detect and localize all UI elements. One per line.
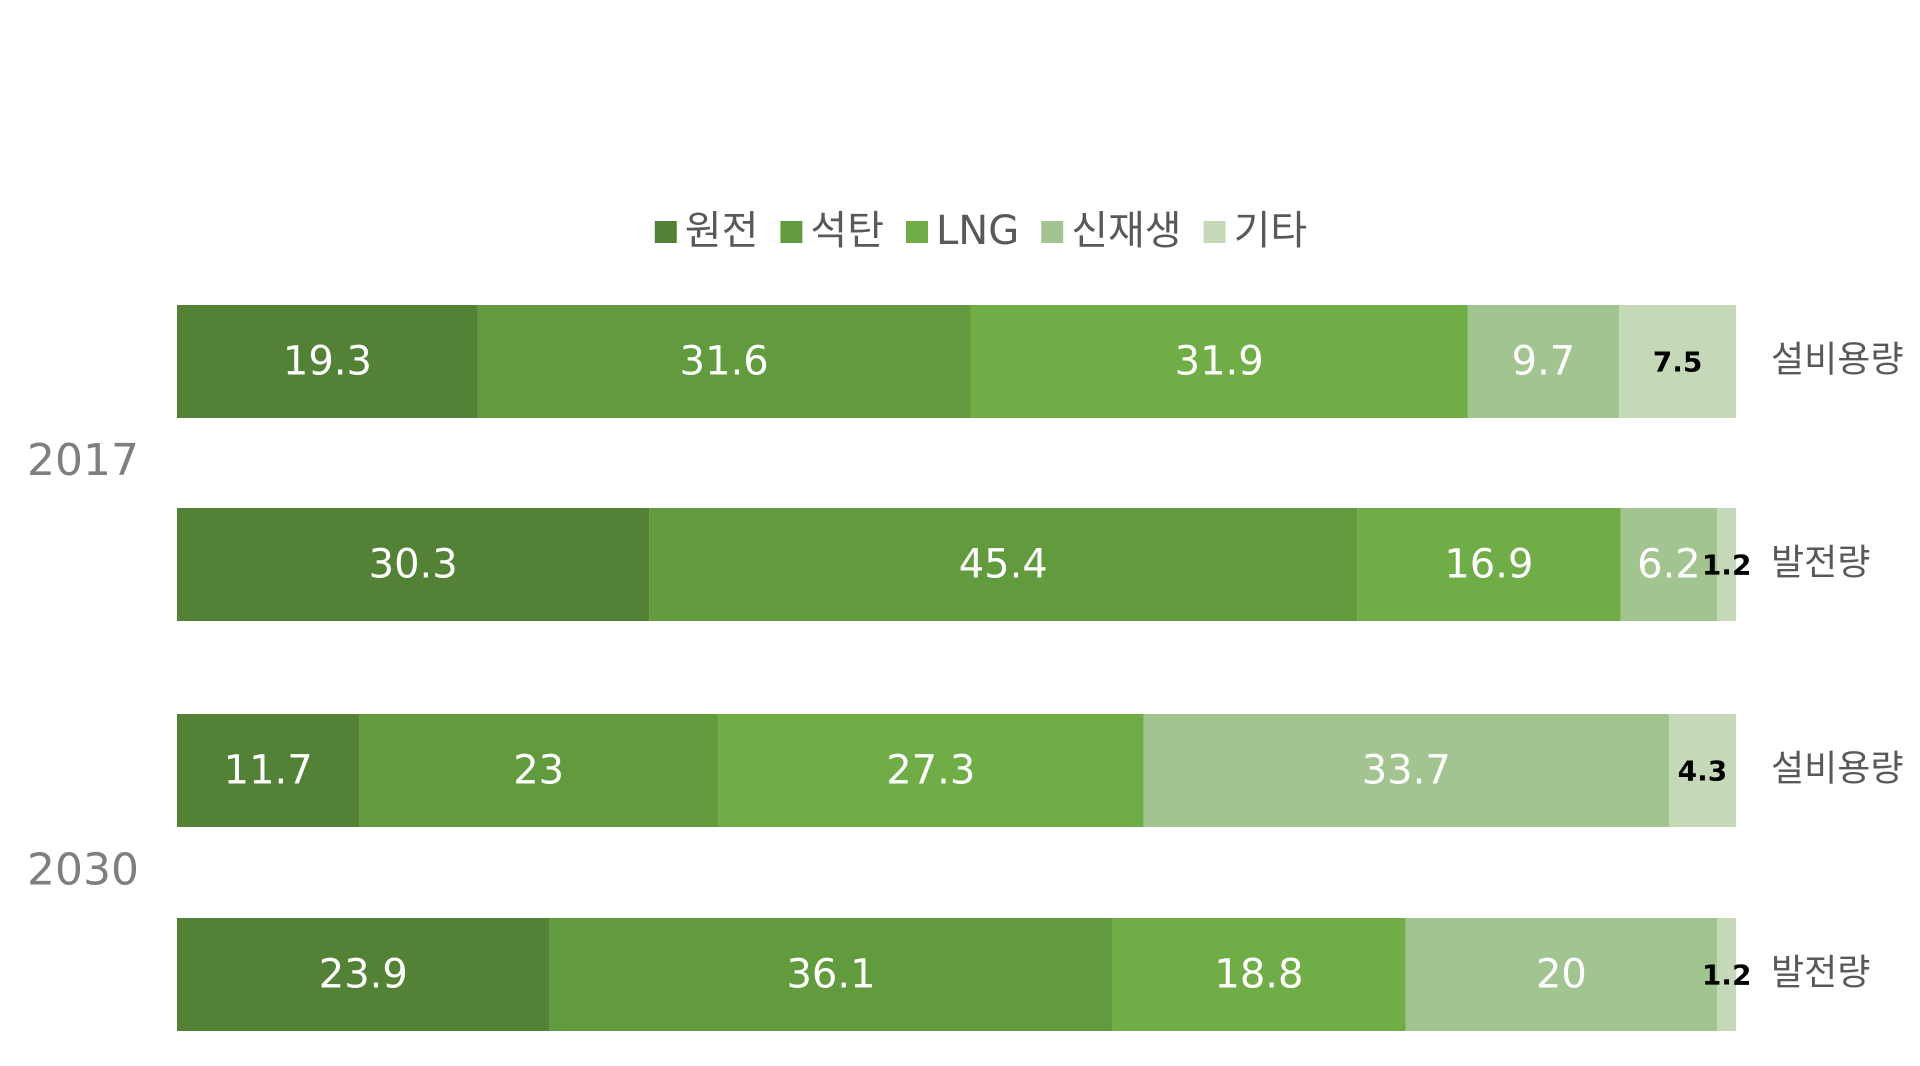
- bar-segment: [549, 918, 1113, 1031]
- bar-segment: [177, 714, 360, 827]
- bar-segment: [177, 508, 650, 621]
- legend-label: LNG: [936, 208, 1019, 254]
- bar-segment: [177, 305, 478, 418]
- value-label: 18.8: [1214, 952, 1303, 998]
- value-label: 31.9: [1175, 339, 1264, 385]
- legend-swatch: [1041, 221, 1064, 243]
- bar-segment: [177, 918, 550, 1031]
- category-label: 설비용량: [1771, 749, 1903, 790]
- value-label: 4.3: [1678, 755, 1728, 788]
- value-label: 1.2: [1702, 549, 1752, 582]
- group-label: 2017: [27, 435, 139, 486]
- value-label: 31.6: [680, 339, 769, 385]
- bar-segment: [1717, 508, 1736, 621]
- bar-segment: [1405, 918, 1718, 1031]
- bar-segment: [1619, 305, 1736, 418]
- value-label: 33.7: [1362, 748, 1451, 794]
- legend-swatch: [906, 221, 928, 243]
- legend-label: 원전: [685, 208, 759, 254]
- bar-segment: [1717, 918, 1736, 1031]
- value-label: 23: [513, 748, 564, 794]
- value-label: 7.5: [1653, 346, 1703, 379]
- legend-swatch: [1203, 221, 1226, 243]
- category-label: 설비용량: [1771, 340, 1903, 381]
- group-label: 2030: [27, 845, 139, 896]
- value-label: 27.3: [886, 748, 975, 794]
- bar-segment: [477, 305, 971, 418]
- bar-segment: [1467, 305, 1620, 418]
- value-label: 1.2: [1702, 959, 1752, 992]
- legend-label: 석탄: [810, 208, 884, 254]
- value-label: 19.3: [283, 339, 372, 385]
- value-label: 9.7: [1512, 339, 1576, 385]
- value-label: 45.4: [959, 542, 1048, 588]
- category-label: 발전량: [1771, 953, 1870, 994]
- value-label: 16.9: [1444, 542, 1533, 588]
- bar-segment: [1112, 918, 1406, 1031]
- bar-segment: [970, 305, 1468, 418]
- bar-segment: [1668, 714, 1736, 827]
- value-label: 23.9: [319, 952, 408, 998]
- bar-segment: [359, 714, 718, 827]
- value-label: 20: [1536, 952, 1587, 998]
- value-label: 11.7: [224, 748, 313, 794]
- category-label: 발전량: [1771, 543, 1870, 584]
- value-label: 30.3: [369, 542, 458, 588]
- value-label: 6.2: [1637, 542, 1701, 588]
- bar-segment: [1357, 508, 1621, 621]
- value-label: 36.1: [786, 952, 875, 998]
- bar-segment: [717, 714, 1144, 827]
- legend-label: 기타: [1234, 208, 1308, 254]
- bar-segment: [649, 508, 1358, 621]
- legend-label: 신재생: [1071, 208, 1181, 254]
- bar-segment: [1143, 714, 1669, 827]
- legend-swatch: [780, 221, 803, 243]
- legend-swatch: [654, 221, 677, 243]
- bar-segment: [1620, 508, 1718, 621]
